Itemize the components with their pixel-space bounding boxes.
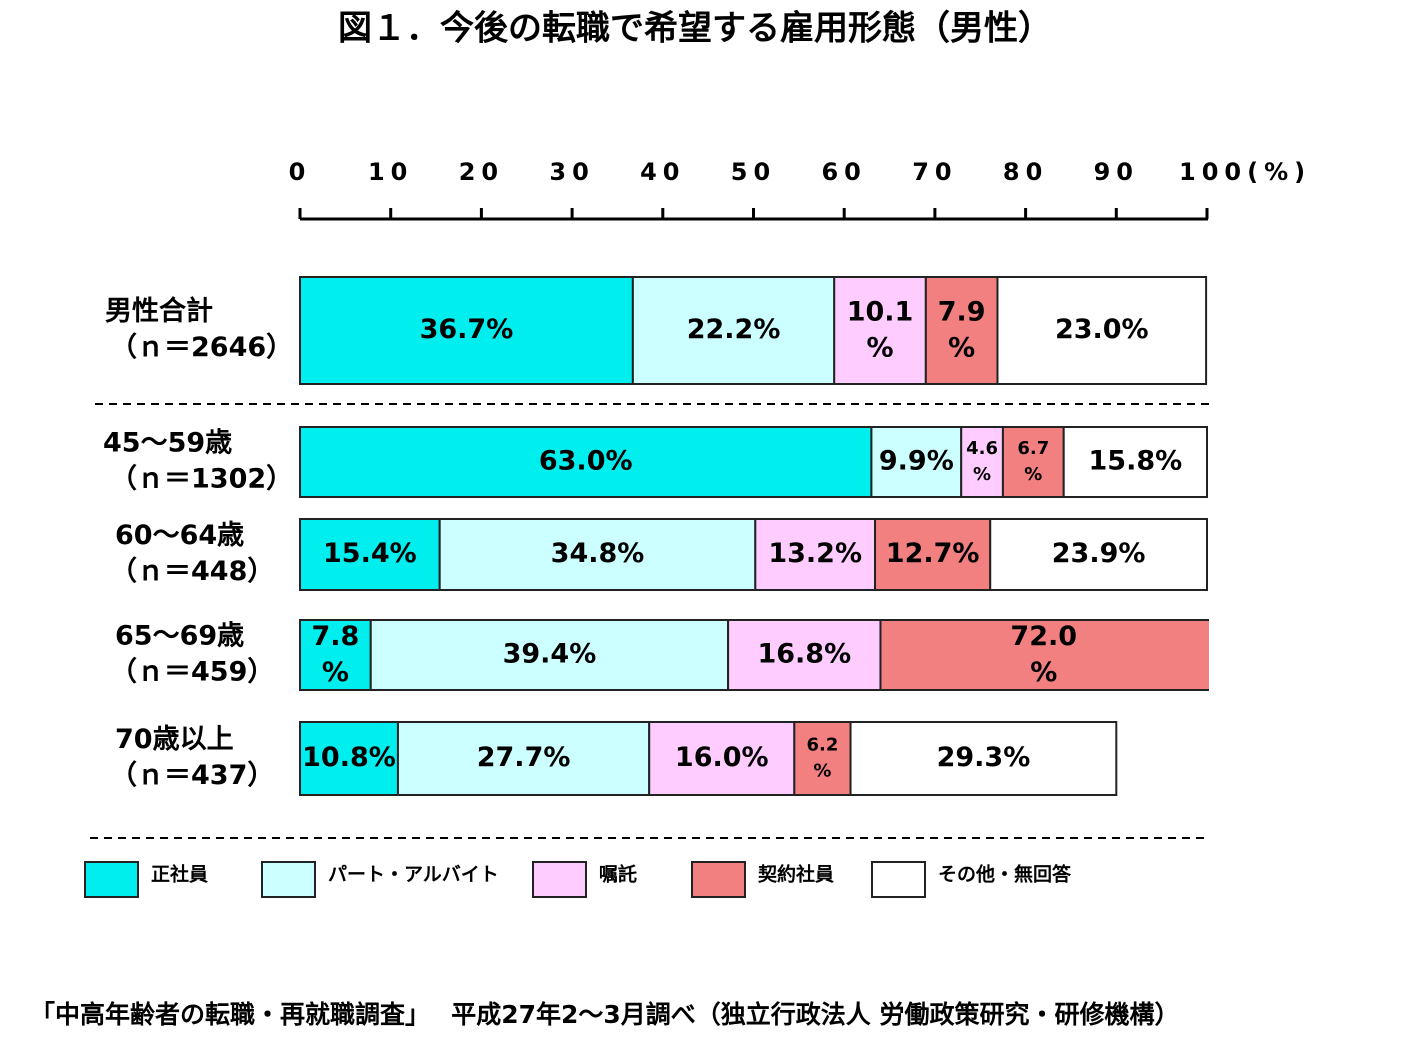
bar-segment bbox=[438, 518, 757, 591]
value-label: 16.8% bbox=[757, 639, 851, 670]
x-tick-label: 60 bbox=[821, 158, 866, 186]
bars: 36.7% 22.2% 10.1 % 7.9 % 23.0% 63.0% 9.9% 4.6 % 6.7… bbox=[299, 276, 1401, 796]
x-tick-label: 0 bbox=[289, 158, 312, 186]
category-note: （ｎ＝437） bbox=[110, 760, 274, 791]
source: 「中高年齢者の転職・再就職調査」 平成27年2～3月調べ（独立行政法人 労働政策… bbox=[30, 1000, 1180, 1029]
chart-title: 図１．今後の転職で希望する雇用形態（男性） bbox=[338, 9, 1052, 49]
value-label: 23.0% bbox=[1055, 314, 1149, 345]
bar-segment bbox=[299, 426, 873, 498]
value-label: 9.9% bbox=[879, 446, 954, 477]
category-label: 男性合計 bbox=[105, 295, 213, 327]
x-tick-label: 40 bbox=[640, 158, 685, 186]
value-label: 7.8% bbox=[311, 621, 359, 688]
x-tick-label: 70 bbox=[912, 158, 957, 186]
value-label: 15.4% bbox=[323, 538, 417, 569]
value-label: 10.1% bbox=[847, 296, 914, 363]
bar-segment bbox=[874, 518, 992, 591]
x-tick-label: 80 bbox=[1003, 158, 1048, 186]
bar-segment bbox=[299, 276, 634, 385]
bar-segment bbox=[989, 518, 1208, 591]
bar-segment bbox=[1001, 426, 1065, 498]
legend-label: 正社員 bbox=[151, 863, 208, 886]
legend-swatch bbox=[532, 861, 587, 898]
bar-segment bbox=[793, 721, 852, 796]
bar-segment bbox=[754, 518, 877, 591]
x-tick-label: 10 bbox=[368, 158, 413, 186]
category-label: 65～69歳 bbox=[115, 621, 244, 652]
value-label: 12.7% bbox=[886, 538, 980, 569]
value-label: 28.0% bbox=[1339, 644, 1401, 665]
value-label: 13.2% bbox=[768, 538, 862, 569]
bar-segment bbox=[648, 721, 796, 796]
bar-segment bbox=[396, 721, 651, 796]
bar-segment bbox=[996, 276, 1208, 385]
legend-swatch bbox=[871, 861, 926, 898]
value-label: 6.7% bbox=[1017, 438, 1049, 485]
category-note: （ｎ＝1302） bbox=[110, 464, 293, 495]
bar-segment bbox=[299, 721, 399, 796]
bar-segment bbox=[833, 276, 927, 385]
legend-label: パート・アルバイト bbox=[328, 864, 499, 886]
legend-swatch bbox=[691, 861, 746, 898]
bar-segment bbox=[849, 721, 1118, 796]
legend-swatch bbox=[261, 861, 316, 898]
value-label: 63.0% bbox=[539, 446, 633, 477]
category-label: 70歳以上 bbox=[115, 724, 234, 755]
value-label: 27.7% bbox=[477, 742, 571, 773]
value-label: 7.9% bbox=[938, 296, 986, 363]
category-note: （ｎ＝448） bbox=[110, 556, 274, 587]
legend-label: その他・無回答 bbox=[938, 863, 1072, 886]
bar-segment bbox=[960, 426, 1004, 498]
x-tick-label: 90 bbox=[1094, 158, 1139, 186]
bar-segment bbox=[369, 619, 730, 691]
bar-segment bbox=[1062, 426, 1208, 498]
legend-swatch bbox=[84, 861, 139, 898]
value-label: 72.0% bbox=[1010, 621, 1077, 688]
value-label: 22.2% bbox=[687, 314, 781, 345]
x-tick-label: 30 bbox=[549, 158, 594, 186]
x-tick-label: 20 bbox=[459, 158, 504, 186]
legend-label: 契約社員 bbox=[757, 863, 834, 886]
category-note: （ｎ＝2646） bbox=[110, 332, 293, 363]
value-label: 39.4% bbox=[503, 639, 597, 670]
x-tick-label: 100(%) bbox=[1179, 158, 1311, 186]
value-label: 10.8% bbox=[302, 742, 396, 773]
value-label: 6.2% bbox=[806, 735, 838, 782]
bar-segment bbox=[299, 518, 441, 591]
category-label: 45～59歳 bbox=[103, 428, 232, 459]
category-note: （ｎ＝459） bbox=[110, 657, 274, 688]
value-label: 4.6% bbox=[966, 438, 998, 485]
value-label: 34.8% bbox=[551, 538, 645, 569]
value-label: 23.9% bbox=[1052, 538, 1146, 569]
value-label: 16.0% bbox=[675, 742, 769, 773]
value-label: 29.3% bbox=[937, 742, 1031, 773]
bar-segment bbox=[924, 276, 999, 385]
legend-label: 嘱託 bbox=[599, 863, 637, 886]
bar-segment bbox=[870, 426, 963, 498]
x-tick-label: 50 bbox=[731, 158, 776, 186]
bar-segment bbox=[299, 619, 372, 691]
category-label: 60～64歳 bbox=[115, 520, 244, 551]
bar-segment bbox=[879, 619, 1209, 691]
value-label: 15.8% bbox=[1089, 446, 1183, 477]
value-label: 36.7% bbox=[420, 314, 514, 345]
